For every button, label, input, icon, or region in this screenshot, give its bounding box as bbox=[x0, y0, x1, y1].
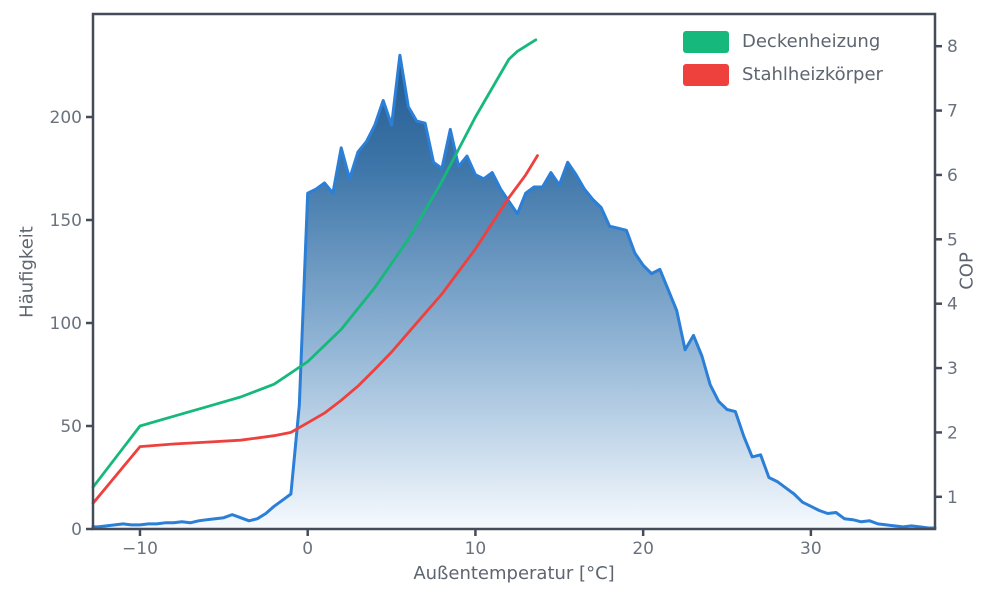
y-right-tick-label: 4 bbox=[947, 295, 958, 315]
y-right-tick-label: 1 bbox=[947, 488, 958, 508]
y-right-tick-label: 2 bbox=[947, 423, 958, 443]
histogram-area bbox=[93, 55, 935, 529]
y-left-tick-label: 0 bbox=[71, 520, 82, 540]
x-tick-label: 10 bbox=[465, 539, 487, 559]
plot-border bbox=[91, 12, 937, 531]
y-left-tick-label: 150 bbox=[50, 211, 82, 231]
stahlheizkoerper-line bbox=[91, 154, 539, 505]
stahlheizkoerper-swatch bbox=[683, 64, 729, 86]
y-right-tick-label: 7 bbox=[947, 102, 958, 122]
y-left-tick-label: 100 bbox=[50, 314, 82, 334]
legend: Deckenheizung Stahlheizkörper bbox=[683, 31, 883, 97]
y-left-tick-label: 200 bbox=[50, 108, 82, 128]
x-tick-label: 0 bbox=[302, 539, 313, 559]
y-axis-label-right: COP bbox=[956, 252, 978, 290]
y-right-tick-label: 3 bbox=[947, 359, 958, 379]
y-right-tick-label: 8 bbox=[947, 37, 958, 57]
x-tick-label: 30 bbox=[800, 539, 822, 559]
deckenheizung-swatch bbox=[683, 31, 729, 53]
y-axis-label-left: Häufigkeit bbox=[16, 226, 38, 318]
x-axis-label: Außentemperatur [°C] bbox=[413, 563, 615, 584]
x-tick-label: −10 bbox=[122, 539, 158, 559]
x-tick-label: 20 bbox=[632, 539, 654, 559]
y-right-tick-label: 5 bbox=[947, 230, 958, 250]
legend-item-deckenheizung: Deckenheizung bbox=[683, 31, 883, 53]
legend-item-stahlheizkoerper: Stahlheizkörper bbox=[683, 64, 883, 86]
histogram-line bbox=[91, 53, 937, 530]
deckenheizung-line bbox=[91, 38, 538, 489]
y-left-tick-label: 50 bbox=[60, 417, 82, 437]
stahlheizkoerper-label: Stahlheizkörper bbox=[742, 64, 883, 85]
deckenheizung-label: Deckenheizung bbox=[742, 31, 881, 52]
y-right-tick-label: 6 bbox=[947, 166, 958, 186]
